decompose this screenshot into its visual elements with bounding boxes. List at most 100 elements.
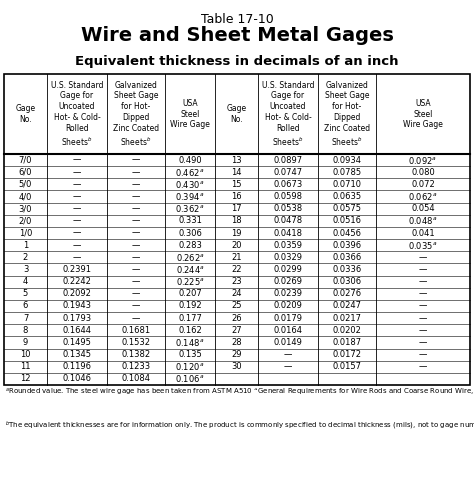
Text: 0.162: 0.162 — [178, 326, 202, 335]
Text: 19: 19 — [231, 228, 242, 238]
Text: 25: 25 — [231, 301, 242, 310]
Text: —: — — [419, 289, 427, 298]
Text: 0.283: 0.283 — [178, 240, 202, 250]
Text: 0.0247: 0.0247 — [332, 301, 362, 310]
Text: —: — — [419, 338, 427, 347]
Text: —: — — [73, 168, 81, 177]
Text: 0.0329: 0.0329 — [273, 253, 302, 262]
Text: 0.1943: 0.1943 — [63, 301, 91, 310]
Text: 0.092$^a$: 0.092$^a$ — [409, 155, 438, 166]
Text: 0.0239: 0.0239 — [273, 289, 302, 298]
Text: —: — — [132, 180, 140, 189]
Text: 0.0202: 0.0202 — [333, 326, 362, 335]
Text: Gage
No.: Gage No. — [227, 104, 246, 124]
Text: 26: 26 — [231, 314, 242, 323]
Text: 0.062$^a$: 0.062$^a$ — [409, 191, 438, 202]
Text: 0.2092: 0.2092 — [63, 289, 91, 298]
Text: 5: 5 — [23, 289, 28, 298]
Text: 0.430$^a$: 0.430$^a$ — [175, 179, 205, 190]
Text: —: — — [419, 265, 427, 274]
Text: 20: 20 — [231, 240, 242, 250]
Text: 0.1233: 0.1233 — [121, 362, 151, 371]
Text: 16: 16 — [231, 192, 242, 201]
Text: 0.0396: 0.0396 — [332, 240, 362, 250]
Text: —: — — [132, 192, 140, 201]
Bar — [4, 74, 470, 385]
Text: 18: 18 — [231, 217, 242, 225]
Text: 0.0276: 0.0276 — [332, 289, 362, 298]
Text: 0.120$^a$: 0.120$^a$ — [175, 361, 205, 372]
Text: 0.080: 0.080 — [411, 168, 435, 177]
Text: 0.1495: 0.1495 — [63, 338, 91, 347]
Text: —: — — [132, 168, 140, 177]
Text: 23: 23 — [231, 277, 242, 286]
Text: —: — — [132, 240, 140, 250]
Text: —: — — [73, 253, 81, 262]
Text: 0.0538: 0.0538 — [273, 204, 302, 213]
Text: —: — — [132, 253, 140, 262]
Text: 0.362$^a$: 0.362$^a$ — [175, 203, 205, 214]
Text: 0.0172: 0.0172 — [332, 350, 362, 359]
Text: 0.177: 0.177 — [178, 314, 202, 323]
Text: 0.0673: 0.0673 — [273, 180, 302, 189]
Text: 2: 2 — [23, 253, 28, 262]
Text: 5/0: 5/0 — [19, 180, 32, 189]
Text: 22: 22 — [231, 265, 242, 274]
Text: 0.0897: 0.0897 — [273, 156, 302, 165]
Text: 28: 28 — [231, 338, 242, 347]
Text: —: — — [419, 326, 427, 335]
Text: Wire and Sheet Metal Gages: Wire and Sheet Metal Gages — [81, 26, 393, 45]
Text: —: — — [132, 156, 140, 165]
Text: $^a$Rounded value. The steel wire gage has been taken from ASTM A510 “General Re: $^a$Rounded value. The steel wire gage h… — [5, 387, 474, 398]
Text: 0.262$^a$: 0.262$^a$ — [175, 252, 204, 263]
Text: —: — — [73, 217, 81, 225]
Text: 0.072: 0.072 — [411, 180, 435, 189]
Text: 0.1084: 0.1084 — [121, 375, 151, 383]
Text: —: — — [419, 362, 427, 371]
Text: —: — — [419, 253, 427, 262]
Text: —: — — [132, 265, 140, 274]
Text: 0.2391: 0.2391 — [63, 265, 91, 274]
Text: 0.0598: 0.0598 — [273, 192, 302, 201]
Text: —: — — [419, 277, 427, 286]
Text: 0.0418: 0.0418 — [273, 228, 302, 238]
Text: 0.1046: 0.1046 — [63, 375, 91, 383]
Text: 4/0: 4/0 — [19, 192, 32, 201]
Text: 0.306: 0.306 — [178, 228, 202, 238]
Text: 0.1532: 0.1532 — [121, 338, 151, 347]
Text: 0.207: 0.207 — [178, 289, 202, 298]
Text: —: — — [73, 240, 81, 250]
Text: —: — — [132, 204, 140, 213]
Text: 1/0: 1/0 — [19, 228, 32, 238]
Text: 0.135: 0.135 — [178, 350, 202, 359]
Text: 0.1644: 0.1644 — [63, 326, 91, 335]
Text: —: — — [73, 156, 81, 165]
Text: 0.1793: 0.1793 — [63, 314, 91, 323]
Text: 3/0: 3/0 — [19, 204, 32, 213]
Text: 0.0359: 0.0359 — [273, 240, 302, 250]
Text: 30: 30 — [231, 362, 242, 371]
Text: 0.0710: 0.0710 — [332, 180, 362, 189]
Text: 0.0179: 0.0179 — [273, 314, 302, 323]
Text: 4: 4 — [23, 277, 28, 286]
Text: 0.0209: 0.0209 — [273, 301, 302, 310]
Text: U.S. Standard
Gage for
Uncoated
Hot- & Cold-
Rolled
Sheets$^b$: U.S. Standard Gage for Uncoated Hot- & C… — [262, 80, 314, 148]
Text: 0.1382: 0.1382 — [121, 350, 151, 359]
Text: —: — — [132, 277, 140, 286]
Text: 0.0164: 0.0164 — [273, 326, 302, 335]
Text: 0.0934: 0.0934 — [332, 156, 362, 165]
Text: 0.0269: 0.0269 — [273, 277, 302, 286]
Text: —: — — [419, 350, 427, 359]
Text: 0.0157: 0.0157 — [332, 362, 362, 371]
Text: —: — — [284, 362, 292, 371]
Text: USA
Steel
Wire Gage: USA Steel Wire Gage — [170, 99, 210, 129]
Text: —: — — [132, 217, 140, 225]
Text: $^b$The equivalent thicknesses are for information only. The product is commonly: $^b$The equivalent thicknesses are for i… — [5, 420, 474, 433]
Text: 0.1681: 0.1681 — [121, 326, 151, 335]
Text: 0.0785: 0.0785 — [332, 168, 362, 177]
Text: 0.0456: 0.0456 — [332, 228, 362, 238]
Text: 0.225$^a$: 0.225$^a$ — [175, 276, 204, 287]
Text: 0.0747: 0.0747 — [273, 168, 302, 177]
Text: 21: 21 — [231, 253, 242, 262]
Text: 17: 17 — [231, 204, 242, 213]
